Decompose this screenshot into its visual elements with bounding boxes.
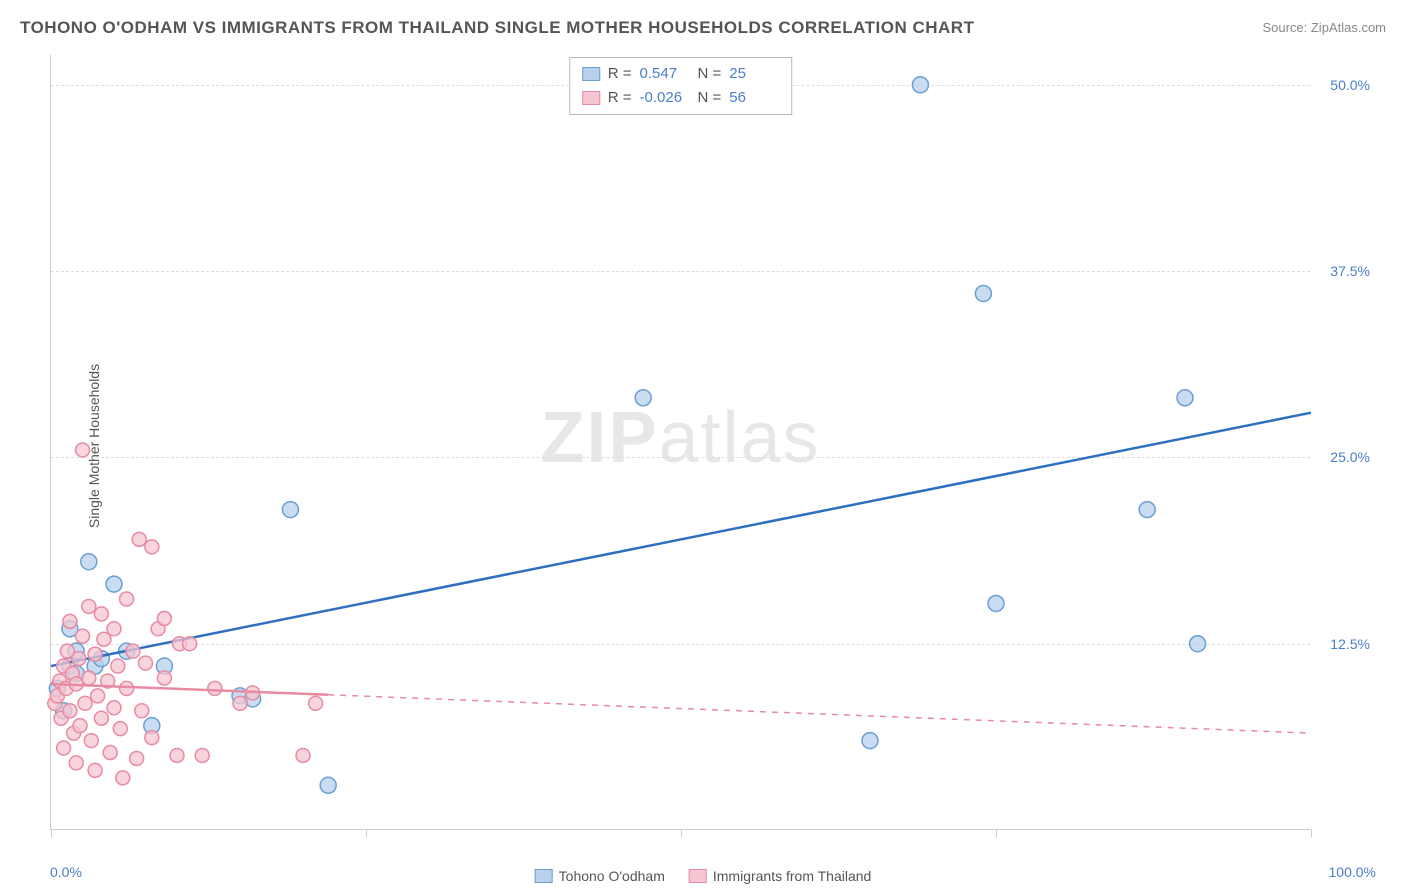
- data-point: [282, 502, 298, 518]
- chart-title: TOHONO O'ODHAM VS IMMIGRANTS FROM THAILA…: [20, 18, 974, 38]
- x-axis-max-label: 100.0%: [1329, 864, 1376, 880]
- data-point: [111, 659, 125, 673]
- data-point: [91, 689, 105, 703]
- data-point: [69, 756, 83, 770]
- data-point: [84, 734, 98, 748]
- n-value-2: 56: [729, 86, 779, 110]
- y-tick-label: 25.0%: [1330, 449, 1370, 465]
- data-point: [107, 622, 121, 636]
- data-point: [94, 711, 108, 725]
- data-point: [126, 644, 140, 658]
- data-point: [78, 696, 92, 710]
- legend-item-2: Immigrants from Thailand: [689, 868, 871, 884]
- data-point: [63, 704, 77, 718]
- data-point: [157, 671, 171, 685]
- data-point: [195, 748, 209, 762]
- legend-label-1: Tohono O'odham: [559, 868, 665, 884]
- data-point: [132, 532, 146, 546]
- data-point: [183, 637, 197, 651]
- regression-line: [51, 413, 1311, 666]
- bottom-legend: Tohono O'odham Immigrants from Thailand: [535, 868, 872, 884]
- data-point: [120, 681, 134, 695]
- n-value-1: 25: [729, 62, 779, 86]
- legend-swatch-b1: [535, 869, 553, 883]
- n-label: N =: [698, 62, 722, 86]
- data-point: [635, 390, 651, 406]
- data-point: [912, 77, 928, 93]
- data-point: [233, 696, 247, 710]
- data-point: [82, 599, 96, 613]
- data-point: [320, 777, 336, 793]
- data-point: [116, 771, 130, 785]
- legend-item-1: Tohono O'odham: [535, 868, 665, 884]
- data-point: [106, 576, 122, 592]
- r-value-1: 0.547: [640, 62, 690, 86]
- data-point: [103, 746, 117, 760]
- data-point: [73, 719, 87, 733]
- data-point: [145, 731, 159, 745]
- data-point: [862, 733, 878, 749]
- data-point: [309, 696, 323, 710]
- data-point: [145, 540, 159, 554]
- data-point: [208, 681, 222, 695]
- data-point: [76, 629, 90, 643]
- r-label: R =: [608, 86, 632, 110]
- r-value-2: -0.026: [640, 86, 690, 110]
- data-point: [975, 285, 991, 301]
- y-tick-label: 12.5%: [1330, 636, 1370, 652]
- legend-swatch-1: [582, 67, 600, 81]
- data-point: [170, 748, 184, 762]
- data-point: [139, 656, 153, 670]
- data-point: [130, 751, 144, 765]
- scatter-svg: [51, 55, 1310, 829]
- data-point: [81, 554, 97, 570]
- data-point: [157, 611, 171, 625]
- stats-legend: R = 0.547 N = 25 R = -0.026 N = 56: [569, 57, 793, 115]
- data-point: [76, 443, 90, 457]
- stats-row-1: R = 0.547 N = 25: [582, 62, 780, 86]
- data-point: [57, 741, 71, 755]
- data-point: [63, 614, 77, 628]
- data-point: [1190, 636, 1206, 652]
- legend-label-2: Immigrants from Thailand: [713, 868, 871, 884]
- data-point: [113, 722, 127, 736]
- stats-row-2: R = -0.026 N = 56: [582, 86, 780, 110]
- y-tick-label: 50.0%: [1330, 77, 1370, 93]
- x-axis-min-label: 0.0%: [50, 864, 82, 880]
- data-point: [94, 607, 108, 621]
- data-point: [988, 595, 1004, 611]
- n-label: N =: [698, 86, 722, 110]
- data-point: [107, 701, 121, 715]
- legend-swatch-2: [582, 91, 600, 105]
- chart-container: TOHONO O'ODHAM VS IMMIGRANTS FROM THAILA…: [0, 0, 1406, 892]
- source-attribution: Source: ZipAtlas.com: [1262, 20, 1386, 35]
- r-label: R =: [608, 62, 632, 86]
- data-point: [120, 592, 134, 606]
- data-point: [1177, 390, 1193, 406]
- plot-area: ZIPatlas 12.5%25.0%37.5%50.0% R = 0.547 …: [50, 55, 1310, 830]
- data-point: [82, 671, 96, 685]
- data-point: [1139, 502, 1155, 518]
- y-tick-label: 37.5%: [1330, 263, 1370, 279]
- data-point: [72, 652, 86, 666]
- data-point: [88, 763, 102, 777]
- legend-swatch-b2: [689, 869, 707, 883]
- regression-line-dashed: [328, 695, 1311, 733]
- data-point: [296, 748, 310, 762]
- data-point: [88, 647, 102, 661]
- data-point: [135, 704, 149, 718]
